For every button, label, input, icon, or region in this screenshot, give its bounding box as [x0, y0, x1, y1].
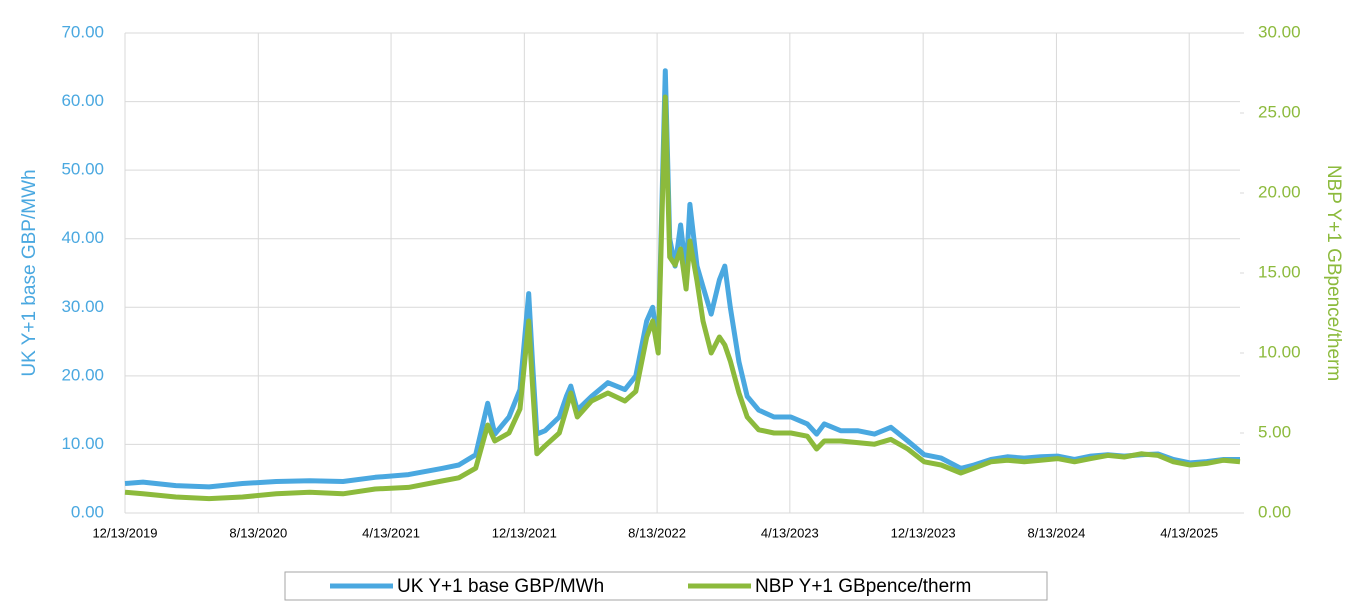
y-tick-label: 70.00 [61, 22, 104, 41]
x-tick-label: 8/13/2020 [229, 525, 287, 540]
x-tick-label: 12/13/2021 [492, 525, 557, 540]
y2-axis-title: NBP Y+1 GBpence/therm [1323, 165, 1344, 381]
x-tick-label: 12/13/2023 [891, 525, 956, 540]
y2-tick-label: 10.00 [1258, 342, 1301, 361]
y-axis-title: UK Y+1 base GBP/MWh [19, 169, 40, 376]
x-tick-label: 8/13/2024 [1028, 525, 1086, 540]
y-tick-label: 50.00 [61, 160, 104, 179]
legend-box [284, 571, 1048, 601]
y-tick-label: 30.00 [61, 297, 104, 316]
x-tick-label: 8/13/2022 [628, 525, 686, 540]
y-tick-label: 10.00 [61, 434, 104, 453]
y2-tick-label: 25.00 [1258, 102, 1301, 121]
x-tick-label: 4/13/2025 [1160, 525, 1218, 540]
y2-tick-label: 5.00 [1258, 422, 1291, 441]
x-tick-label: 12/13/2019 [92, 525, 157, 540]
y2-tick-label: 0.00 [1258, 502, 1291, 521]
y-tick-label: 40.00 [61, 228, 104, 247]
y2-tick-label: 15.00 [1258, 262, 1301, 281]
y2-tick-label: 30.00 [1258, 22, 1301, 41]
x-tick-label: 4/13/2021 [362, 525, 420, 540]
x-tick-label: 4/13/2023 [761, 525, 819, 540]
y-tick-label: 0.00 [71, 502, 104, 521]
legend-label: NBP Y+1 GBpence/therm [755, 576, 971, 597]
y-tick-label: 20.00 [61, 365, 104, 384]
y2-tick-label: 20.00 [1258, 182, 1301, 201]
legend-label: UK Y+1 base GBP/MWh [397, 576, 604, 597]
series-line [124, 94, 1241, 502]
y-tick-label: 60.00 [61, 91, 104, 110]
series-line [124, 68, 1240, 490]
